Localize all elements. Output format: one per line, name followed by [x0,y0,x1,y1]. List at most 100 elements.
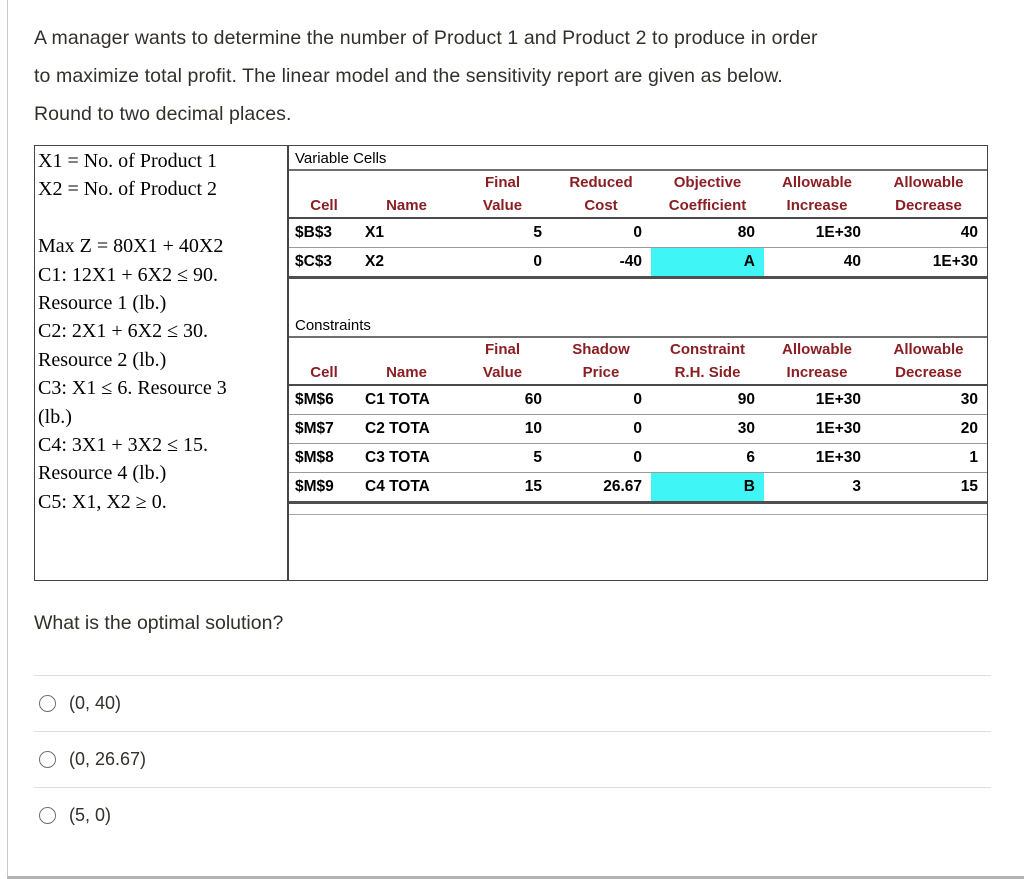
allowable-decrease: 30 [960,391,978,408]
variable-cells-header-row-1: Final Reduced Objective Allowable Allowa… [289,171,987,194]
column-header: Value [454,361,551,386]
cell-ref: $B$3 [295,224,333,241]
constraint-rhs: 90 [737,391,755,408]
radio-button-icon[interactable] [39,695,56,712]
sensitivity-report-panel: Variable Cells Final Reduced Objective A… [289,146,987,580]
allowable-increase: 40 [843,253,861,270]
cell-name: C1 TOTA [365,391,430,408]
answer-option-3[interactable]: (5, 0) [34,787,991,843]
column-header: Coefficient [651,194,764,219]
model-and-sensitivity-report: X1 = No. of Product 1 X2 = No. of Produc… [34,145,988,581]
table-row: $M$8 C3 TOTA 5 0 6 1E+30 1 [289,444,987,473]
column-header: Final [484,174,520,191]
allowable-increase: 1E+30 [815,449,861,466]
column-header: Name [359,361,454,386]
answer-options: (0, 40) (0, 26.67) (5, 0) [34,675,991,843]
model-line: C1: 12X1 + 6X2 ≤ 90. [38,263,219,286]
column-header: Constraint [670,341,745,358]
option-label: (0, 40) [69,693,122,713]
column-header: Objective [673,174,742,191]
question-line: Round to two decimal places. [34,103,292,125]
variable-cells-table: Final Reduced Objective Allowable Allowa… [289,171,987,279]
column-header: R.H. Side [651,361,764,386]
constraint-rhs-highlighted: B [651,472,764,503]
model-line: Resource 1 (lb.) [38,292,167,315]
allowable-increase: 1E+30 [815,391,861,408]
constraint-rhs: 30 [737,420,755,437]
radio-button-icon[interactable] [39,751,56,768]
shadow-price: 26.67 [603,478,642,495]
constraints-title: Constraints [289,313,987,338]
column-header: Allowable [893,341,964,358]
final-value: 5 [533,449,542,466]
table-row: $M$6 C1 TOTA 60 0 90 1E+30 30 [289,385,987,415]
model-line: Resource 2 (lb.) [38,348,167,371]
answer-option-1[interactable]: (0, 40) [34,675,991,731]
cell-name: C3 TOTA [365,449,430,466]
column-header: Decrease [870,361,987,386]
column-header: Allowable [781,174,852,191]
model-line: C5: X1, X2 ≥ 0. [38,490,167,513]
shadow-price: 0 [633,449,642,466]
table-row: $M$9 C4 TOTA 15 26.67 B 3 15 [289,472,987,503]
cell-ref: $M$8 [295,449,334,466]
column-header: Decrease [870,194,987,219]
radio-button-icon[interactable] [39,807,56,824]
final-value: 5 [533,224,542,241]
option-label: (5, 0) [69,805,112,825]
answer-option-2[interactable]: (0, 26.67) [34,731,991,787]
quiz-question-card: A manager wants to determine the number … [7,0,1024,879]
column-header: Cell [289,194,359,219]
allowable-increase: 3 [852,478,861,495]
column-header: Name [359,194,454,219]
model-line: (lb.) [38,405,72,428]
model-line: C3: X1 ≤ 6. Resource 3 [38,377,227,400]
cell-name: C2 TOTA [365,420,430,437]
question-prompt: What is the optimal solution? [34,612,284,634]
model-line [38,204,284,232]
cell-name: C4 TOTA [365,478,430,495]
cell-name: X1 [365,224,384,241]
column-header: Value [454,194,551,219]
table-row: $C$3 X2 0 -40 A 40 1E+30 [289,247,987,278]
reduced-cost: -40 [619,253,642,270]
allowable-increase: 1E+30 [815,420,861,437]
model-line: Max Z = 80X1 + 40X2 [38,235,224,258]
shadow-price: 0 [633,391,642,408]
cell-ref: $M$6 [295,391,334,408]
allowable-decrease: 1 [969,449,978,466]
final-value: 10 [524,420,542,437]
constraints-table: Final Shadow Constraint Allowable Allowa… [289,338,987,504]
allowable-decrease: 20 [960,420,978,437]
objective-coefficient: 80 [737,224,755,241]
constraint-rhs: 6 [746,449,755,466]
variable-cells-header-row-2: Cell Name Value Cost Coefficient Increas… [289,194,987,219]
cell-ref: $M$9 [295,478,334,495]
question-line: to maximize total profit. The linear mod… [34,65,783,87]
model-line: X1 = No. of Product 1 [38,150,218,172]
model-line: Resource 4 (lb.) [38,462,167,485]
cell-ref: $C$3 [295,253,333,270]
model-line: C2: 2X1 + 6X2 ≤ 30. [38,320,209,343]
shadow-price: 0 [633,420,642,437]
column-header: Increase [764,194,870,219]
column-header: Allowable [893,174,964,191]
cell-name: X2 [365,253,384,270]
final-value: 0 [533,253,542,270]
final-value: 15 [524,478,542,495]
variable-cells-title: Variable Cells [289,146,987,171]
linear-model-panel: X1 = No. of Product 1 X2 = No. of Produc… [35,146,289,580]
question-text: A manager wants to determine the number … [34,19,994,133]
column-header: Final [484,341,520,358]
cell-ref: $M$7 [295,420,334,437]
constraints-header-row-1: Final Shadow Constraint Allowable Allowa… [289,338,987,361]
final-value: 60 [524,391,542,408]
column-header: Shadow [572,341,630,358]
table-bottom-rule [289,504,987,515]
allowable-increase: 1E+30 [815,224,861,241]
option-label: (0, 26.67) [69,749,147,769]
question-line: A manager wants to determine the number … [34,27,818,49]
column-header: Cost [551,194,651,219]
table-row: $M$7 C2 TOTA 10 0 30 1E+30 20 [289,415,987,444]
allowable-decrease: 15 [960,478,978,495]
